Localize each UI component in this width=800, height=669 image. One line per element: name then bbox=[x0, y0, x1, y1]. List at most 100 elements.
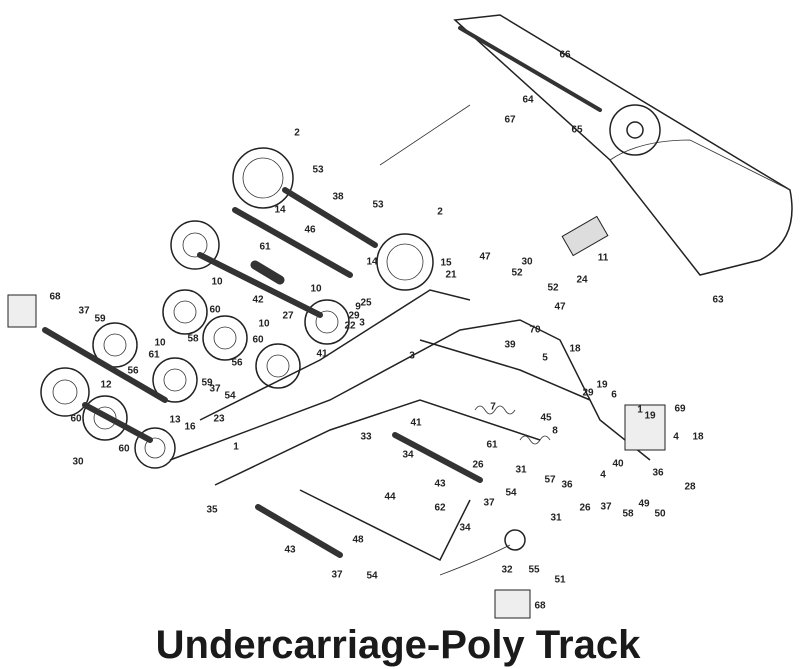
part-callout: 60 bbox=[70, 414, 82, 425]
part-callout: 28 bbox=[684, 482, 696, 493]
part-callout: 58 bbox=[187, 334, 199, 345]
part-callout: 37 bbox=[483, 498, 495, 509]
part-callout: 32 bbox=[501, 565, 513, 576]
part-callout: 3 bbox=[359, 318, 365, 329]
part-callout: 66 bbox=[559, 50, 571, 61]
part-callout: 31 bbox=[515, 465, 527, 476]
part-callout: 35 bbox=[206, 505, 218, 516]
part-callout: 43 bbox=[284, 545, 296, 556]
drive-axle bbox=[458, 26, 661, 156]
part-callout: 61 bbox=[148, 350, 160, 361]
part-callout: 68 bbox=[49, 292, 61, 303]
part-callout: 67 bbox=[504, 115, 516, 126]
part-callout: 37 bbox=[600, 502, 612, 513]
shock bbox=[561, 215, 609, 257]
part-callout: 56 bbox=[231, 358, 243, 369]
part-callout: 6 bbox=[611, 390, 617, 401]
part-callout: 34 bbox=[459, 523, 471, 534]
part-callout: 47 bbox=[554, 302, 566, 313]
part-callout: 10 bbox=[211, 277, 223, 288]
part-callout: 68 bbox=[534, 601, 546, 612]
part-callout: 47 bbox=[479, 252, 491, 263]
wheels bbox=[40, 147, 434, 469]
part-callout: 46 bbox=[304, 225, 316, 236]
part-callout: 60 bbox=[118, 444, 130, 455]
part-callout: 29 bbox=[348, 311, 360, 322]
part-callout: 7 bbox=[490, 402, 496, 413]
part-callout: 69 bbox=[674, 404, 686, 415]
part-callout: 4 bbox=[600, 470, 606, 481]
part-callout: 36 bbox=[652, 468, 664, 479]
part-callout: 12 bbox=[100, 380, 112, 391]
part-callout: 62 bbox=[434, 503, 446, 514]
axles bbox=[42, 187, 483, 558]
part-callout: 11 bbox=[598, 253, 609, 264]
part-callout: 70 bbox=[529, 325, 541, 336]
part-callout: 8 bbox=[552, 426, 558, 437]
part-callout: 52 bbox=[511, 268, 523, 279]
part-callout: 1 bbox=[233, 442, 239, 453]
part-callout: 18 bbox=[692, 432, 704, 443]
part-callout: 59 bbox=[201, 378, 213, 389]
part-callout: 1 bbox=[637, 405, 643, 416]
part-callout: 22 bbox=[344, 321, 356, 332]
part-callout: 27 bbox=[282, 311, 294, 322]
part-callout: 58 bbox=[622, 509, 634, 520]
part-callout: 54 bbox=[224, 391, 236, 402]
part-callout: 60 bbox=[209, 305, 221, 316]
part-callout: 50 bbox=[654, 509, 666, 520]
part-callout: 26 bbox=[579, 503, 591, 514]
part-callout: 3 bbox=[409, 351, 415, 362]
part-callout: 37 bbox=[331, 570, 343, 581]
part-callout: 14 bbox=[274, 205, 286, 216]
part-callout: 43 bbox=[434, 479, 446, 490]
part-callout: 19 bbox=[644, 411, 656, 422]
part-callout: 59 bbox=[94, 314, 106, 325]
part-callout: 61 bbox=[259, 242, 271, 253]
part-callout: 65 bbox=[571, 125, 583, 136]
part-callout: 57 bbox=[544, 475, 556, 486]
part-callout: 30 bbox=[521, 257, 533, 268]
part-callout: 38 bbox=[332, 192, 344, 203]
part-callout: 19 bbox=[596, 380, 608, 391]
part-callout: 5 bbox=[542, 353, 548, 364]
part-callout: 37 bbox=[78, 306, 90, 317]
part-callout: 9 bbox=[355, 302, 361, 313]
part-callout: 24 bbox=[576, 275, 588, 286]
title: Undercarriage-Poly Track bbox=[156, 623, 641, 667]
part-callout: 60 bbox=[252, 335, 264, 346]
springs bbox=[474, 405, 551, 551]
part-callout: 10 bbox=[154, 338, 166, 349]
part-callout: 49 bbox=[638, 499, 650, 510]
part-callout: 4 bbox=[673, 432, 679, 443]
part-callout: 61 bbox=[486, 440, 498, 451]
track-belt bbox=[379, 14, 793, 276]
part-callout: 2 bbox=[294, 128, 300, 139]
part-callout: 31 bbox=[550, 513, 562, 524]
part-callout: 54 bbox=[505, 488, 517, 499]
part-callout: 42 bbox=[252, 295, 264, 306]
part-callout: 10 bbox=[310, 284, 322, 295]
part-callout: 15 bbox=[440, 258, 452, 269]
part-callout: 37 bbox=[209, 384, 221, 395]
part-callout: 23 bbox=[213, 414, 225, 425]
frame bbox=[169, 289, 651, 576]
part-callout: 53 bbox=[372, 200, 384, 211]
part-callout: 63 bbox=[712, 295, 724, 306]
part-callout: 33 bbox=[360, 432, 372, 443]
part-callout: 52 bbox=[547, 283, 559, 294]
part-callout: 64 bbox=[522, 95, 534, 106]
part-callout: 40 bbox=[612, 459, 624, 470]
part-callout: 21 bbox=[445, 270, 457, 281]
part-callout: 18 bbox=[569, 344, 581, 355]
part-callout: 10 bbox=[258, 319, 270, 330]
part-callout: 51 bbox=[554, 575, 566, 586]
part-callout: 14 bbox=[366, 257, 378, 268]
part-callout: 34 bbox=[402, 450, 414, 461]
plates bbox=[7, 294, 666, 619]
part-callout: 39 bbox=[504, 340, 516, 351]
part-callout: 55 bbox=[528, 565, 540, 576]
part-callout: 13 bbox=[169, 415, 181, 426]
